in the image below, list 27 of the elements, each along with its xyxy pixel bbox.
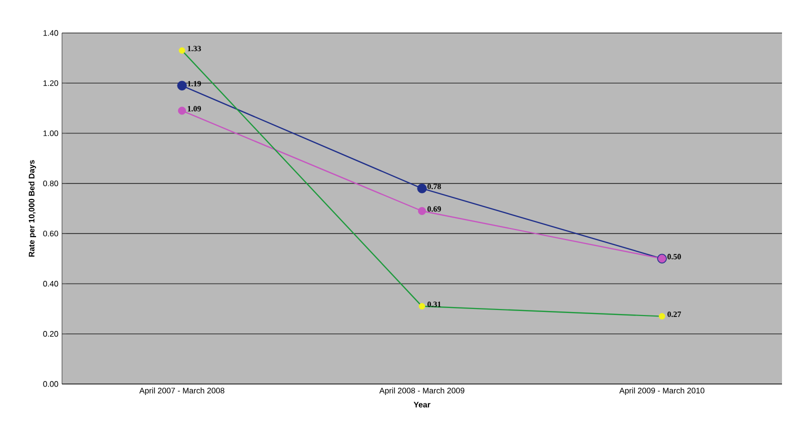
data-label: 0.27	[668, 312, 682, 318]
data-label: 0.50	[668, 254, 681, 260]
point	[178, 106, 186, 115]
x-tick-label: April 2007 - March 2008	[139, 388, 224, 395]
point	[417, 184, 427, 194]
x-tick-label: April 2009 - March 2010	[619, 388, 704, 395]
point	[658, 313, 666, 320]
point	[418, 303, 426, 310]
y-tick-label: 1.40	[44, 30, 58, 36]
x-axis-title: Year	[414, 402, 430, 408]
data-label: 0.78	[428, 184, 441, 190]
point	[177, 80, 187, 90]
point	[178, 47, 186, 54]
y-tick-label: 0.00	[43, 381, 58, 387]
y-tick-label: 0.20	[43, 331, 58, 337]
point	[418, 207, 426, 216]
y-tick-label: 0.40	[43, 280, 58, 287]
y-tick-label: 0.80	[43, 180, 58, 186]
data-label: 1.33	[188, 46, 201, 52]
y-tick-label: 1.00	[44, 130, 58, 136]
data-label: 0.31	[428, 302, 441, 307]
y-axis-title: Rate per 10,000 Bed Days	[28, 160, 36, 257]
x-tick-label: April 2008 - March 2009	[379, 388, 464, 395]
data-label: 0.69	[428, 206, 441, 212]
y-tick-label: 1.20	[44, 80, 58, 86]
data-label: 1.09	[188, 106, 201, 112]
y-tick-label: 0.60	[43, 230, 58, 236]
